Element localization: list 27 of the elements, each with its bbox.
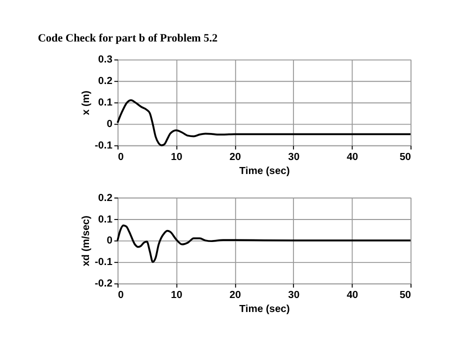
x-tick-label: 30 [288, 290, 300, 301]
x-tick-label: 0 [118, 152, 124, 163]
y-axis-title: xd (m/sec) [81, 216, 92, 266]
y-tick-label: 0.1 [98, 214, 113, 226]
x-tick-label: 40 [346, 290, 358, 301]
y-tick-label: 0 [106, 119, 113, 130]
x-axis-title: Time (sec) [239, 304, 290, 315]
x-tick-label: 0 [118, 290, 124, 301]
x-tick-label: 10 [170, 152, 183, 163]
x-tick-label: 10 [170, 290, 183, 301]
y-tick-label: 0 [106, 236, 113, 247]
y-tick-label: 0.1 [98, 98, 113, 109]
y-tick-label: 0.2 [98, 76, 113, 88]
x-tick-label: 40 [346, 152, 358, 163]
x-tick-label: 20 [230, 290, 242, 301]
y-tick-label: -0.2 [94, 278, 113, 290]
y-tick-label: -0.1 [94, 140, 113, 152]
x-tick-label: 50 [400, 290, 412, 301]
x-tick-label: 50 [400, 152, 412, 163]
x-tick-label: 20 [230, 152, 242, 163]
x-axis-title: Time (sec) [239, 166, 290, 177]
y-axis-title: x (m) [81, 90, 92, 116]
y-tick-label: 0.3 [98, 54, 113, 66]
x-tick-label: 30 [288, 152, 300, 163]
y-tick-label: 0.2 [98, 192, 113, 204]
chart-title: Code Check for part b of Problem 5.2 [38, 32, 218, 44]
y-tick-label: -0.1 [94, 257, 113, 268]
